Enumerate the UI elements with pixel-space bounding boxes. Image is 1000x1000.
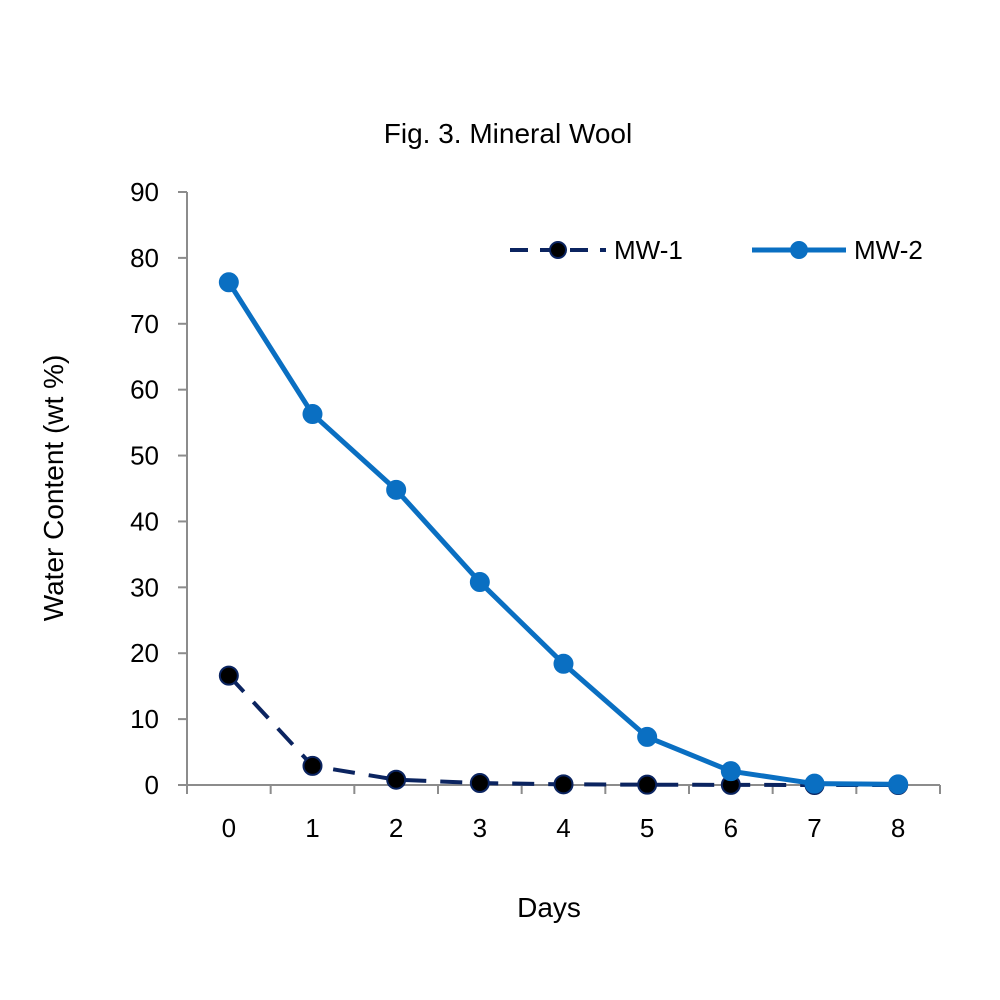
x-tick-label: 3 bbox=[473, 813, 487, 843]
y-tick-label: 80 bbox=[130, 243, 159, 273]
legend: MW-1 MW-2 bbox=[510, 235, 923, 265]
x-tick-label: 1 bbox=[305, 813, 319, 843]
data-point bbox=[720, 761, 741, 782]
data-point bbox=[553, 653, 574, 674]
series-layer bbox=[218, 272, 909, 795]
y-tick-label: 60 bbox=[130, 375, 159, 405]
data-point bbox=[302, 755, 323, 776]
data-point bbox=[637, 726, 658, 747]
legend-item: MW-2 bbox=[752, 235, 923, 265]
data-point bbox=[469, 773, 490, 794]
series-mw-1 bbox=[218, 665, 909, 795]
legend-marker bbox=[790, 241, 808, 259]
y-tick-label: 20 bbox=[130, 638, 159, 668]
data-point bbox=[386, 479, 407, 500]
data-point bbox=[553, 774, 574, 795]
axes: 0 10 20 30 40 50 60 70 80 90 0 1 2 3 4 5 6 7 8 bbox=[130, 177, 941, 843]
series-line bbox=[226, 280, 899, 787]
data-point bbox=[302, 404, 323, 425]
chart-title: Fig. 3. Mineral Wool bbox=[384, 118, 632, 149]
x-tick-label: 8 bbox=[891, 813, 905, 843]
y-tick-label: 10 bbox=[130, 704, 159, 734]
data-point bbox=[218, 272, 239, 293]
x-tick-label: 2 bbox=[389, 813, 403, 843]
data-point bbox=[888, 774, 909, 795]
data-point bbox=[637, 774, 658, 795]
x-tick-label: 6 bbox=[724, 813, 738, 843]
y-axis-title: Water Content (wt %) bbox=[38, 355, 69, 622]
data-point bbox=[218, 665, 239, 686]
y-tick-label: 90 bbox=[130, 177, 159, 207]
data-point bbox=[469, 572, 490, 593]
data-point bbox=[804, 773, 825, 794]
legend-item: MW-1 bbox=[510, 235, 683, 265]
x-tick-label: 7 bbox=[807, 813, 821, 843]
y-tick-label: 50 bbox=[130, 441, 159, 471]
x-tick-label: 5 bbox=[640, 813, 654, 843]
legend-label: MW-1 bbox=[614, 235, 683, 265]
series-line bbox=[227, 674, 899, 787]
x-axis-title: Days bbox=[517, 892, 581, 923]
series-mw-2 bbox=[218, 272, 909, 795]
y-tick-label: 30 bbox=[130, 572, 159, 602]
y-tick-label: 40 bbox=[130, 506, 159, 536]
x-tick-label: 4 bbox=[556, 813, 570, 843]
y-tick-label: 70 bbox=[130, 309, 159, 339]
data-point bbox=[386, 769, 407, 790]
legend-label: MW-2 bbox=[854, 235, 923, 265]
y-tick-label: 0 bbox=[145, 770, 159, 800]
legend-marker bbox=[549, 241, 567, 259]
x-tick-label: 0 bbox=[222, 813, 236, 843]
